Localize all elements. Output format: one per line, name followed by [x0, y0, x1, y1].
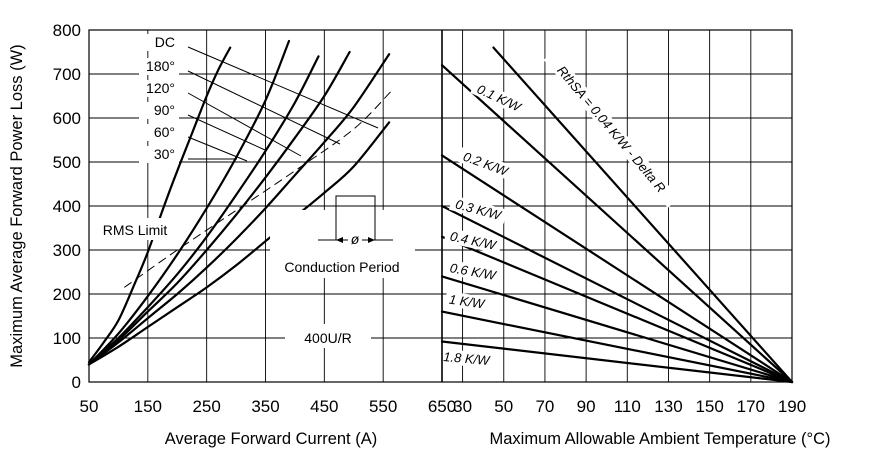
x-tick-label-right: 150: [695, 397, 723, 416]
series-label-1-8-k-w: 1.8 K/W: [443, 349, 492, 368]
label-group-1-k-w: 1 K/W: [444, 291, 489, 312]
x-tick-label-right: 90: [577, 397, 596, 416]
label-bg: [139, 146, 179, 163]
y-tick-label: 0: [72, 373, 81, 392]
x-axis-label-left: Average Forward Current (A): [165, 430, 377, 448]
x-tick-label-left: 350: [251, 397, 279, 416]
angle-label-90deg: 90°: [154, 102, 175, 118]
angle-label-30deg: 30°: [154, 146, 175, 162]
label-group-0-2-k-w: 0.2 K/W: [456, 147, 515, 181]
series-line-0-3-k-w: [440, 204, 794, 384]
y-axis-label: Maximum Average Forward Power Loss (W): [8, 44, 26, 367]
y-tick-label: 400: [53, 197, 81, 216]
label-bg: [470, 79, 528, 117]
series-label-1-k-w: 1 K/W: [448, 292, 487, 312]
label-group-1-8-k-w: 1.8 K/W: [437, 348, 496, 369]
label-bg: [543, 50, 680, 208]
plot-frame: [88, 29, 793, 383]
right-curves: RthSA = 0.04 K/W - Delta R 0.1 K/W 0.2 K/W…: [437, 46, 794, 384]
phi-bg: [348, 231, 362, 245]
y-tick-label: 300: [53, 241, 81, 260]
x-tick-label-right: 130: [654, 397, 682, 416]
label-bg: [139, 124, 179, 141]
label-bg: [443, 227, 503, 254]
conduction-period-box: [270, 210, 415, 278]
x-tick-label-left: 250: [192, 397, 220, 416]
series-line-0-6-k-w: [440, 275, 794, 384]
phi-label: ø: [351, 231, 360, 247]
angle-label-dc: DC: [155, 34, 175, 50]
angle-label-120deg: 120°: [146, 80, 175, 96]
angle-leader-line: [187, 92, 302, 157]
label-bg: [437, 348, 496, 369]
label-group-0-3-k-w: 0.3 K/W: [448, 195, 508, 225]
series-line-0-4-k-w: [440, 235, 794, 384]
annotations: ø Conduction Period 400U/R RMS Limit DC 180° 1…: [94, 34, 415, 348]
conduction-period-label: Conduction Period: [284, 259, 399, 275]
series-label-0-3-k-w: 0.3 K/W: [454, 196, 504, 223]
y-tick-label: 600: [53, 109, 81, 128]
label-bg: [285, 324, 371, 348]
angle-label-60deg: 60°: [154, 124, 175, 140]
series-line-1-8-k-w: [440, 340, 794, 384]
label-bg: [444, 291, 489, 312]
x-tick-label-left: 150: [134, 397, 162, 416]
annotation-400ur: 400U/R: [304, 330, 351, 346]
angle-leader-line: [187, 136, 248, 162]
y-tick-label: 100: [53, 329, 81, 348]
y-tick-label: 500: [53, 153, 81, 172]
label-bg: [456, 147, 515, 181]
x-tick-label-left: 550: [369, 397, 397, 416]
series-line-60deg: [87, 39, 291, 366]
x-axis-label-right: Maximum Allowable Ambient Temperature (°…: [489, 430, 830, 448]
series-line-rthsa-0-04-k-w-delta-r: [492, 46, 794, 384]
x-tick-label-right: 190: [778, 397, 806, 416]
series-label-rthsa-0-04-k-w-delta-r: RthSA = 0.04 K/W - Delta R: [554, 63, 669, 195]
pulse-symbol: [318, 195, 393, 241]
x-tick-label-right: 30: [453, 397, 472, 416]
label-bg: [139, 34, 179, 51]
series-line-120deg: [87, 50, 351, 366]
left-curves: [87, 39, 392, 366]
x-tick-label-right: 50: [494, 397, 513, 416]
label-bg: [139, 80, 179, 97]
series-line-180deg: [87, 53, 391, 366]
y-tick-label: 200: [53, 285, 81, 304]
series-line-0-2-k-w: [440, 154, 794, 384]
x-tick-label-right: 110: [614, 397, 641, 416]
label-bg: [443, 259, 502, 284]
x-tick-label-left: 450: [310, 397, 338, 416]
series-line-rms-limit: [124, 91, 392, 288]
label-bg: [139, 58, 179, 75]
series-line-1-k-w: [440, 310, 794, 384]
y-tick-label: 700: [53, 65, 81, 84]
x-tick-label-left: 650: [428, 397, 456, 416]
label-bg: [139, 102, 179, 119]
series-line-dc: [87, 121, 391, 366]
y-tick-label: 800: [53, 21, 81, 40]
arrowhead-right: [368, 237, 375, 243]
label-bg: [448, 195, 508, 225]
tick-labels: 0 100 200 300 400 500 600 700 800 50 150 250 350 450 5…: [53, 21, 807, 416]
angle-label-180deg: 180°: [146, 58, 175, 74]
series-line-30deg: [87, 46, 232, 364]
label-bg: [94, 218, 176, 240]
x-tick-label-right: 170: [737, 397, 765, 416]
annotation-rms-limit: RMS Limit: [103, 222, 168, 238]
series-label-0-1-k-w: 0.1 K/W: [475, 81, 525, 115]
angle-leader-line: [187, 114, 266, 151]
x-tick-label-right: 70: [535, 397, 554, 416]
series-line-90deg: [87, 55, 320, 366]
x-tick-label-left: 50: [80, 397, 99, 416]
arrowhead-left: [336, 237, 343, 243]
series-line-0-1-k-w: [440, 64, 794, 384]
angle-leader-line: [187, 46, 379, 129]
